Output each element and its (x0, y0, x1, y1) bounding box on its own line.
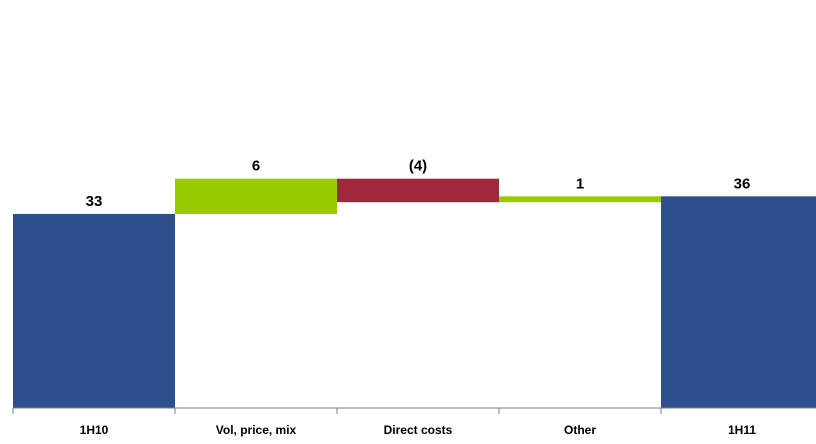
bar-other (499, 196, 661, 203)
bar-direct-costs (337, 178, 499, 203)
category-label: 1H11 (728, 423, 756, 437)
bar-vol-price-mix (175, 178, 337, 214)
data-label: 6 (252, 158, 260, 175)
category-label: 1H10 (80, 423, 109, 437)
data-label: (4) (409, 158, 427, 175)
data-label: 1 (576, 175, 584, 192)
x-axis-ticks-group (12, 408, 662, 414)
data-labels-group: 33 6 (4) 1 36 (86, 158, 751, 210)
category-label: Other (564, 423, 596, 437)
category-label: Direct costs (384, 423, 453, 437)
data-label: 36 (734, 175, 751, 192)
bars-group (13, 178, 816, 408)
bar-1h11 (661, 196, 816, 408)
bar-1h10 (13, 213, 175, 408)
category-label: Vol, price, mix (216, 423, 297, 437)
category-labels-group: 1H10 Vol, price, mix Direct costs Other 1H11 (80, 423, 757, 437)
data-label: 33 (86, 193, 103, 210)
